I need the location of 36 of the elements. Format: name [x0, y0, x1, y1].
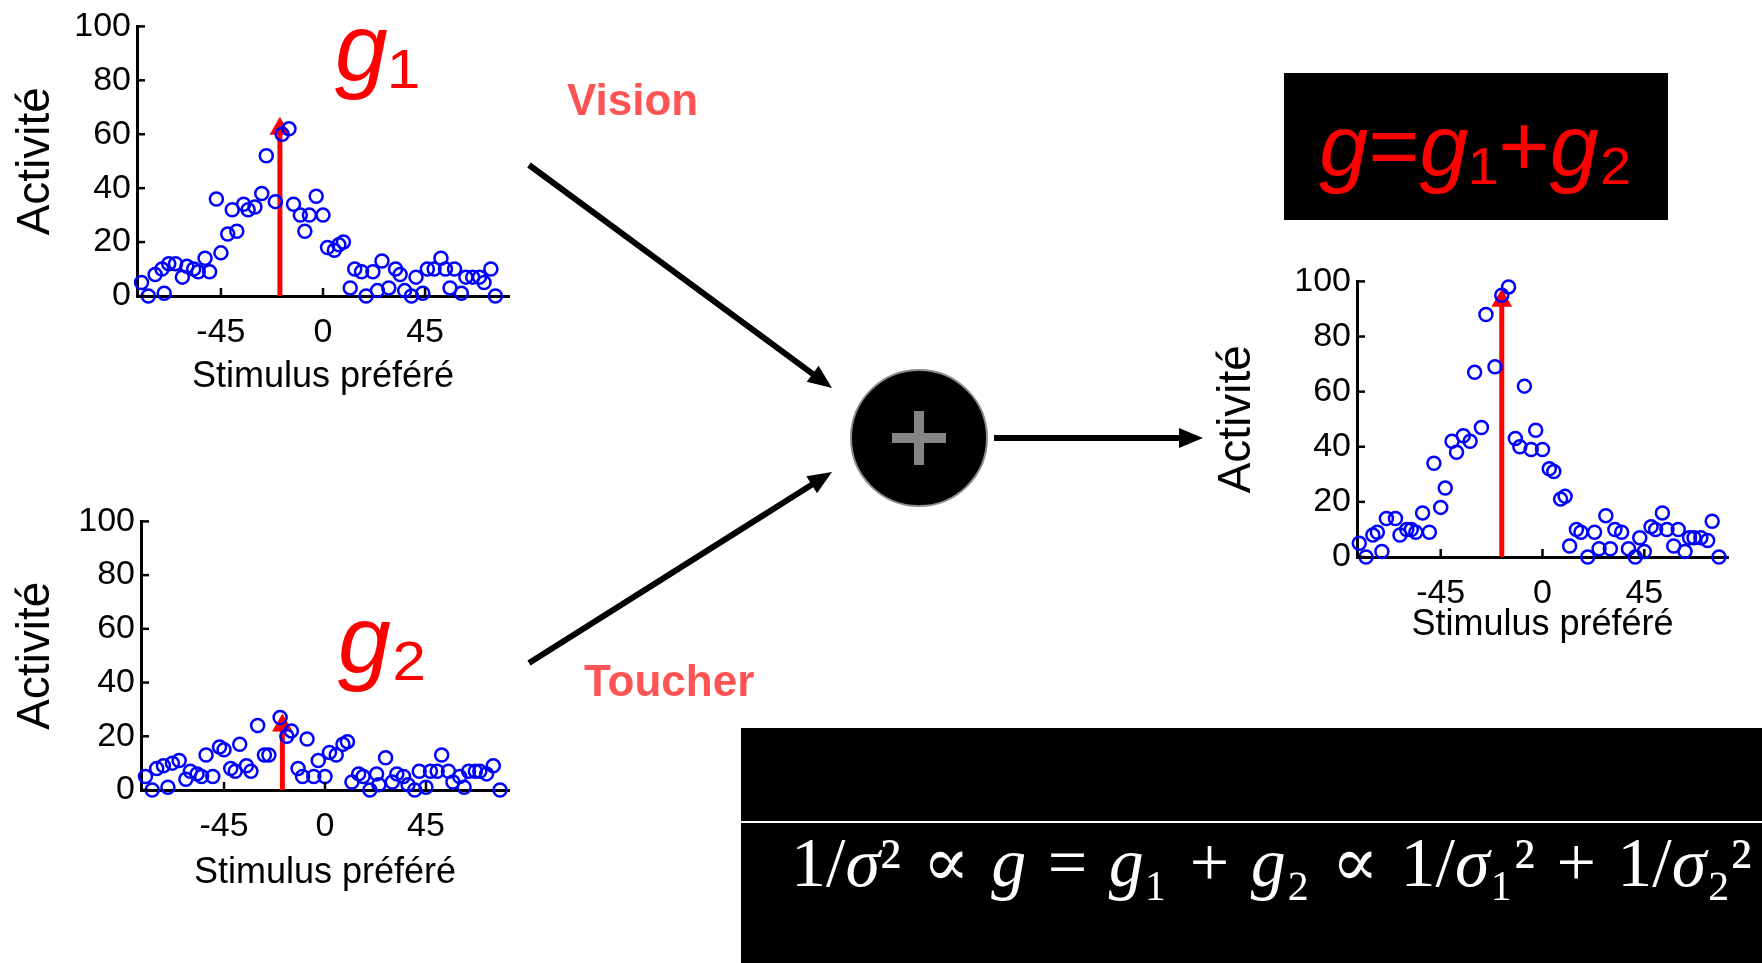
- y-tick-label: 100: [74, 4, 131, 43]
- annotation: g₁: [335, 0, 420, 100]
- x-tick-label: -45: [196, 310, 246, 349]
- y-tick-label: 40: [97, 660, 135, 699]
- y-tick-label: 100: [1294, 259, 1351, 298]
- chart-title: g=g₁+g₂: [1319, 96, 1633, 195]
- text: Vision: [567, 75, 699, 124]
- x-tick-label: -45: [199, 804, 249, 843]
- y-tick-label: 0: [112, 274, 131, 313]
- x-tick-label: 0: [313, 310, 333, 349]
- title-panel: g=g₁+g₂: [1284, 73, 1668, 220]
- annotation: g₂: [338, 586, 428, 692]
- formula-panel: 1/σ² ∝ g = g₁ + g₂ ∝ 1/σ₁² + 1/σ₂²: [741, 728, 1762, 963]
- y-tick-label: 100: [78, 499, 135, 538]
- x-axis-title: Stimulus préféré: [193, 850, 457, 892]
- x-axis-title: Stimulus préféré: [191, 354, 455, 396]
- y-tick-label: 80: [93, 58, 131, 97]
- x-tick-label: 45: [406, 310, 444, 349]
- y-axis-title: Activité: [7, 87, 60, 236]
- y-tick-label: 20: [97, 714, 135, 753]
- x-tick-label: 0: [315, 804, 335, 843]
- text: Toucher: [584, 656, 755, 705]
- y-tick-label: 0: [1332, 535, 1351, 574]
- y-axis-title: Activité: [7, 581, 60, 730]
- y-tick-label: 60: [93, 112, 131, 151]
- y-tick-label: 40: [93, 166, 131, 205]
- x-tick-label: 45: [407, 804, 445, 843]
- y-tick-label: 80: [1313, 314, 1351, 353]
- y-tick-label: 60: [97, 607, 135, 646]
- y-tick-label: 0: [116, 768, 135, 807]
- y-tick-label: 20: [93, 220, 131, 259]
- y-tick-label: 40: [1313, 425, 1351, 464]
- y-tick-label: 80: [97, 553, 135, 592]
- y-tick-label: 60: [1313, 370, 1351, 409]
- y-tick-label: 20: [1313, 480, 1351, 519]
- y-axis-title: Activité: [1208, 345, 1261, 494]
